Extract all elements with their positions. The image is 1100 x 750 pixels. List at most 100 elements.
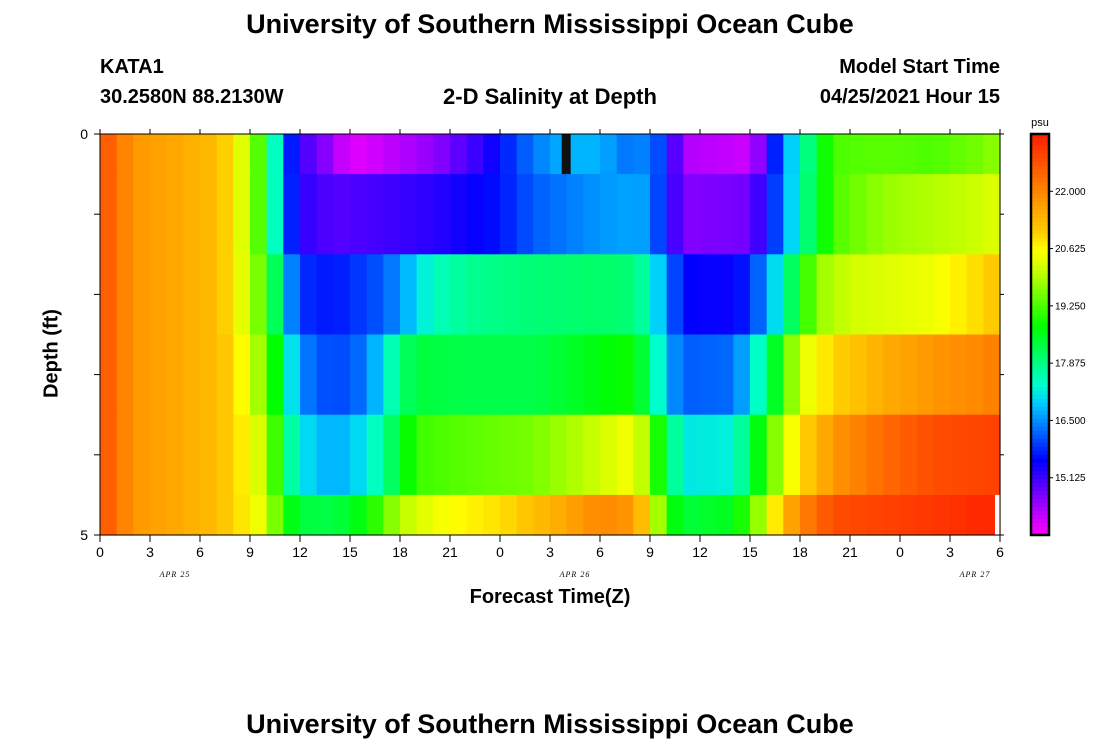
- heatmap-cell: [600, 334, 618, 416]
- heatmap-cell: [533, 254, 551, 336]
- colorbar-segment: [1031, 462, 1049, 468]
- footer-title: University of Southern Mississippi Ocean…: [246, 709, 854, 739]
- colorbar-segment: [1031, 354, 1049, 360]
- colorbar-segment: [1031, 438, 1049, 444]
- heatmap-cell: [816, 414, 834, 496]
- heatmap-cell: [983, 134, 1001, 175]
- heatmap-cell: [666, 134, 684, 175]
- heatmap-cell: [583, 134, 601, 175]
- heatmap-cell: [400, 134, 418, 175]
- heatmap-cell: [250, 414, 268, 496]
- colorbar-segment: [1031, 234, 1049, 239]
- heatmap-cell: [466, 334, 484, 416]
- heatmap-cell: [683, 414, 701, 496]
- heatmap-cell: [450, 254, 468, 336]
- heatmap-cell: [900, 494, 918, 536]
- colorbar-segment: [1031, 250, 1049, 255]
- heatmap-cell: [400, 254, 418, 336]
- heatmap-cell: [933, 334, 951, 416]
- colorbar-segment: [1031, 390, 1049, 396]
- colorbar-segment: [1031, 450, 1049, 456]
- colorbar-segment: [1031, 494, 1049, 500]
- x-tick-label: 9: [246, 544, 254, 560]
- heatmap-cell: [800, 134, 818, 175]
- colorbar-segment: [1031, 282, 1049, 287]
- colorbar-tick-label: 19.250: [1055, 301, 1086, 312]
- heatmap-cell: [616, 494, 634, 536]
- colorbar-segment: [1031, 318, 1049, 324]
- heatmap-cell: [800, 334, 818, 416]
- heatmap-cell: [950, 334, 968, 416]
- colorbar-segment: [1031, 322, 1049, 328]
- heatmap-cell: [433, 174, 451, 255]
- colorbar: psu 22.000 20.625 19.250 17.875 16.500 15.125: [1029, 117, 1086, 537]
- heatmap-cell: [833, 494, 851, 536]
- heatmap-cell: [916, 414, 934, 496]
- heatmap-cell: [883, 134, 901, 175]
- heatmap-cell: [733, 254, 751, 336]
- heatmap-cell: [350, 174, 368, 255]
- colorbar-segment: [1031, 346, 1049, 352]
- colorbar-segment: [1031, 406, 1049, 412]
- heatmap-cell: [616, 414, 634, 496]
- x-tick-label: 9: [646, 544, 654, 560]
- colorbar-unit: psu: [1031, 117, 1049, 129]
- heatmap-cell: [516, 334, 534, 416]
- heatmap-cell: [350, 134, 368, 175]
- colorbar-segment: [1031, 522, 1049, 528]
- heatmap-cell: [816, 174, 834, 255]
- heatmap-cell: [283, 494, 301, 536]
- station-coords: 30.2580N 88.2130W: [100, 86, 284, 108]
- colorbar-segment: [1031, 146, 1049, 151]
- heatmap-cell: [400, 334, 418, 416]
- heatmap-cell: [433, 414, 451, 496]
- heatmap-cell: [833, 134, 851, 175]
- heatmap-cell: [283, 254, 301, 336]
- heatmap-cell: [250, 134, 268, 175]
- colorbar-segment: [1031, 410, 1049, 416]
- heatmap-cell: [133, 334, 151, 416]
- heatmap-cell: [783, 414, 801, 496]
- heatmap-cell: [116, 254, 134, 336]
- heatmap-cell: [600, 414, 618, 496]
- heatmap-cell: [683, 174, 701, 255]
- x-tick-label: 15: [742, 544, 758, 560]
- model-start-value: 04/25/2021 Hour 15: [819, 86, 1000, 108]
- heatmap-cell: [733, 334, 751, 416]
- heatmap-cell: [666, 174, 684, 255]
- colorbar-segment: [1031, 426, 1049, 432]
- heatmap-cell: [383, 414, 401, 496]
- heatmap-cell: [550, 494, 568, 536]
- heatmap-cell: [550, 254, 568, 336]
- colorbar-segment: [1031, 222, 1049, 227]
- x-tick-label: 18: [792, 544, 808, 560]
- heatmap-cell: [100, 334, 118, 416]
- heatmap-cell: [983, 254, 1001, 336]
- missing-data-cell: [995, 494, 1000, 535]
- heatmap-cell: [916, 134, 934, 175]
- heatmap-cell: [250, 174, 268, 255]
- heatmap-cell: [383, 134, 401, 175]
- colorbar-segment: [1031, 258, 1049, 263]
- x-tick-label: 21: [842, 544, 858, 560]
- colorbar-segment: [1031, 502, 1049, 508]
- heatmap-cell: [850, 414, 868, 496]
- heatmap-cell: [416, 334, 434, 416]
- heatmap-cell: [933, 414, 951, 496]
- heatmap-cell: [133, 174, 151, 255]
- heatmap-cell: [600, 254, 618, 336]
- heatmap-cell: [100, 254, 118, 336]
- heatmap-cell: [300, 414, 318, 496]
- heatmap-cell: [450, 334, 468, 416]
- heatmap-cell: [133, 494, 151, 536]
- heatmap-cell: [916, 174, 934, 255]
- x-tick-label: 0: [96, 544, 104, 560]
- heatmap-cell: [250, 494, 268, 536]
- heatmap-cell: [750, 414, 768, 496]
- heatmap-cell: [833, 174, 851, 255]
- x-tick-label: 3: [146, 544, 154, 560]
- heatmap-cell: [116, 414, 134, 496]
- heatmap-cell: [916, 494, 934, 536]
- heatmap-cell: [883, 334, 901, 416]
- heatmap-cell: [816, 134, 834, 175]
